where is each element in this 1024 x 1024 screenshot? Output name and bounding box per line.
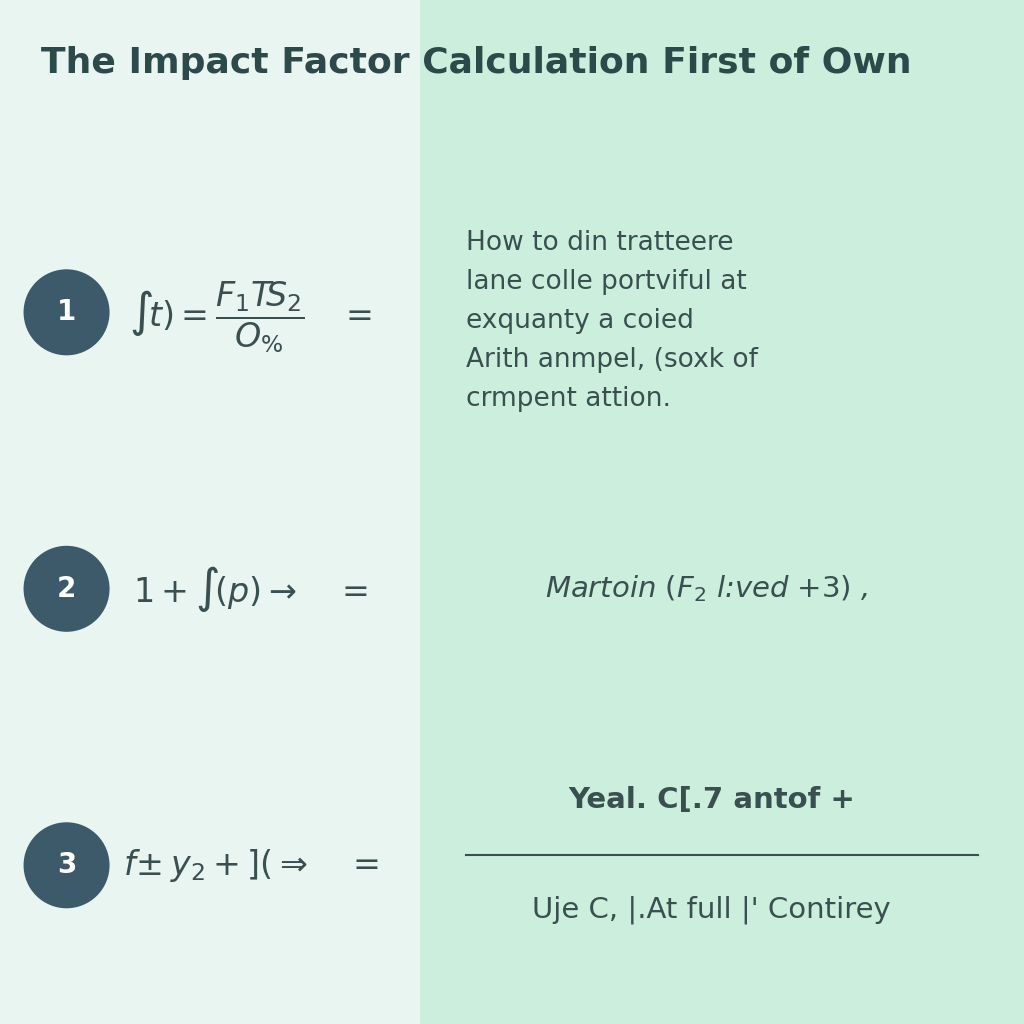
FancyBboxPatch shape bbox=[420, 0, 1024, 1024]
Circle shape bbox=[24, 546, 110, 632]
Text: 2: 2 bbox=[57, 574, 76, 603]
Text: 1: 1 bbox=[57, 298, 76, 327]
Text: Uje C, |.At full |' Contirey: Uje C, |.At full |' Contirey bbox=[532, 896, 891, 925]
FancyBboxPatch shape bbox=[0, 0, 420, 1024]
Text: $\int\!t) = \dfrac{F_1 T\!S_2}{O_{\%}}\quad =$: $\int\!t) = \dfrac{F_1 T\!S_2}{O_{\%}}\q… bbox=[129, 280, 373, 355]
Text: $1 + \int\!(p) \rightarrow\quad =$: $1 + \int\!(p) \rightarrow\quad =$ bbox=[133, 564, 369, 613]
Text: Yeal. C[.7 antof +: Yeal. C[.7 antof + bbox=[568, 786, 855, 814]
Text: Martoin $(F_2$ l:ved $+ 3)$ ,: Martoin $(F_2$ l:ved $+ 3)$ , bbox=[545, 573, 868, 604]
Text: The Impact Factor Calculation First of Own: The Impact Factor Calculation First of O… bbox=[41, 46, 911, 80]
Text: How to din tratteere
lane colle portviful at
exquanty a coied
Arith anmpel, (sox: How to din tratteere lane colle portvifu… bbox=[466, 230, 758, 413]
Text: 3: 3 bbox=[57, 851, 76, 880]
Circle shape bbox=[24, 822, 110, 908]
Circle shape bbox=[24, 269, 110, 355]
Text: $f\!\pm y_2 + ]( \Rightarrow\quad =$: $f\!\pm y_2 + ]( \Rightarrow\quad =$ bbox=[123, 847, 379, 884]
